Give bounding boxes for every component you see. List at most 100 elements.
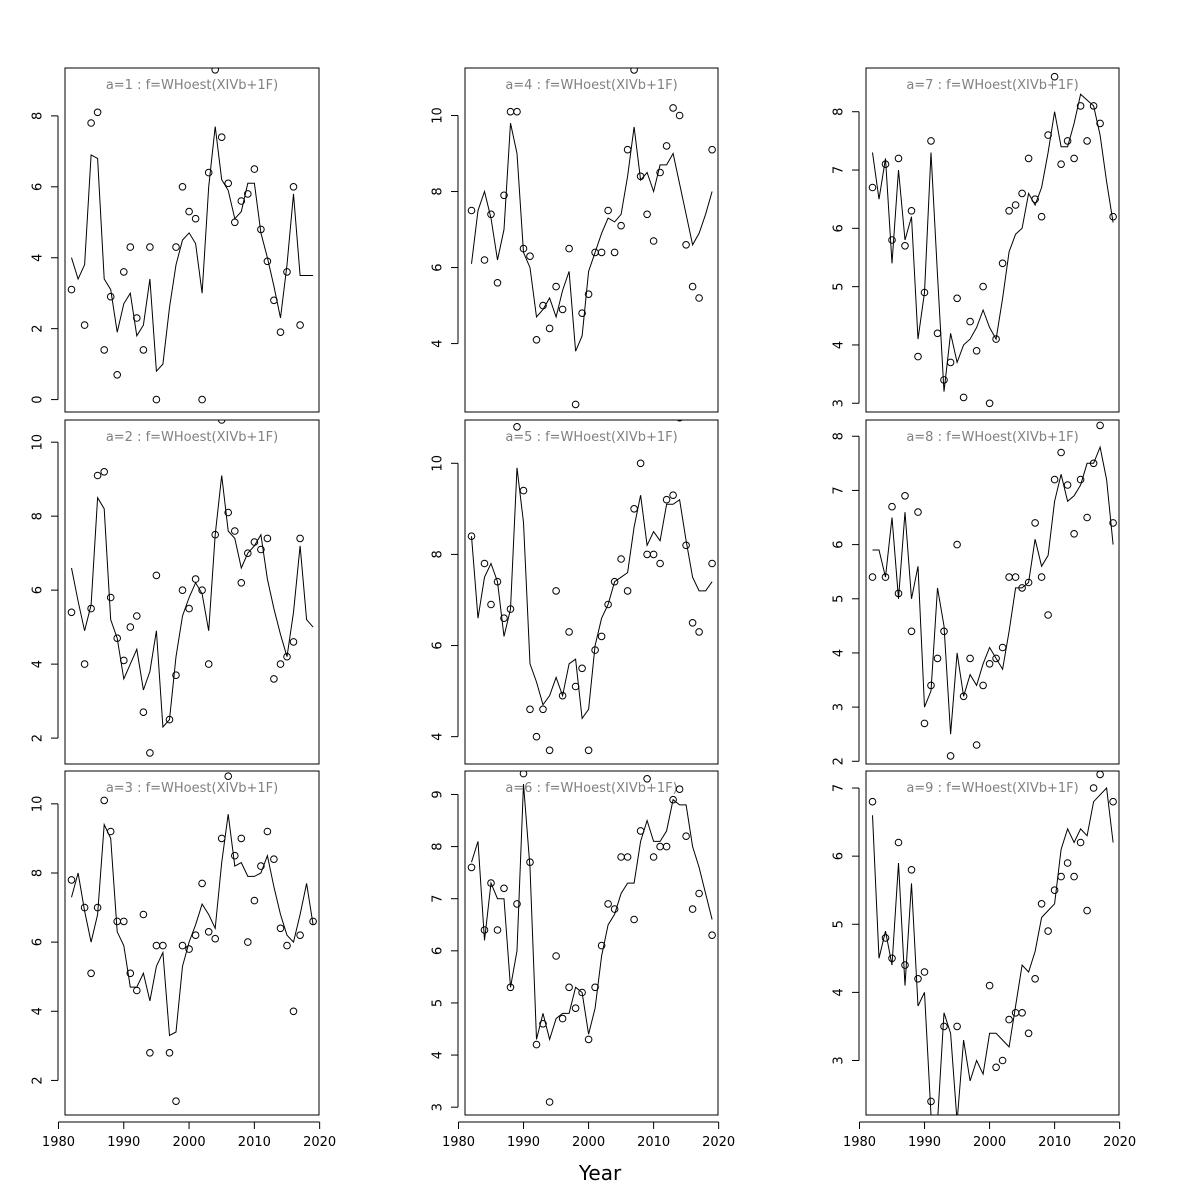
observed-point (617, 221, 625, 230)
observed-point (1037, 212, 1046, 221)
observed-point (139, 910, 148, 919)
y-tick-label: 4 (431, 1051, 446, 1059)
observed-point (920, 288, 929, 297)
y-tick-label: 4 (31, 660, 46, 668)
observed-point (901, 242, 909, 250)
observed-point (487, 600, 495, 609)
observed-point (224, 179, 232, 188)
observed-point (992, 1063, 1000, 1072)
observed-point (933, 329, 942, 338)
observed-point (198, 586, 206, 595)
y-tick-label: 4 (31, 254, 46, 262)
plot-frame (865, 419, 1120, 765)
panel-title: a=3 : f=WHoest(XIVb+1F) (106, 781, 278, 796)
panel-title: a=9 : f=WHoest(XIVb+1F) (906, 781, 1078, 796)
observed-point (591, 983, 599, 992)
observed-point (985, 660, 994, 668)
panel-title: a=5 : f=WHoest(XIVb+1F) (505, 430, 677, 445)
observed-point (1070, 154, 1078, 163)
observed-point (276, 660, 285, 668)
observed-point (296, 931, 304, 940)
observed-point (67, 285, 76, 294)
observed-point (682, 241, 690, 249)
observed-point (106, 292, 115, 301)
observed-point (519, 244, 528, 253)
observed-point (296, 534, 304, 543)
observed-point (901, 961, 909, 969)
fitted-line (71, 126, 314, 373)
x-axis-label: Year (578, 1161, 622, 1185)
observed-point (87, 604, 95, 613)
observed-point (708, 931, 716, 940)
plot-frame (64, 419, 320, 765)
observed-point (1050, 475, 1059, 484)
observed-point (901, 492, 909, 500)
observed-point (1070, 872, 1078, 881)
observed-point (257, 225, 265, 234)
observed-point (578, 309, 586, 318)
observed-point (289, 1007, 298, 1016)
panel-9: a=9 : f=WHoest(XIVb+1F) 3 4 5 6 7 1980 1990 2000… (832, 770, 1136, 1150)
observed-point (185, 945, 193, 953)
observed-point (972, 347, 981, 355)
observed-point (1031, 195, 1039, 203)
observed-point (636, 459, 645, 468)
observed-point (80, 321, 89, 329)
observed-point (979, 282, 987, 291)
x-tick-label: 2000 (173, 1135, 206, 1150)
observed-point (1096, 771, 1104, 779)
y-tick-label: 10 (431, 107, 446, 124)
observed-point (953, 540, 961, 549)
observed-point (920, 968, 929, 976)
observed-point (244, 549, 252, 558)
observed-point (675, 111, 684, 120)
y-tick-label: 10 (31, 434, 46, 451)
observed-point (669, 795, 677, 804)
y-tick-label: 4 (431, 733, 446, 741)
observed-point (662, 142, 671, 150)
observed-point (211, 934, 219, 943)
observed-point (231, 851, 239, 860)
observed-point (676, 420, 683, 422)
observed-point (940, 1022, 948, 1031)
observed-point (139, 346, 148, 354)
observed-point (211, 68, 219, 74)
observed-point (933, 654, 942, 663)
y-tick-label: 4 (431, 339, 446, 347)
plot-frame (64, 770, 320, 1116)
observed-point (198, 395, 206, 404)
observed-point (649, 237, 658, 245)
plot-frame (464, 419, 719, 765)
observed-point (649, 550, 658, 559)
y-tick-label: 5 (832, 920, 847, 928)
observed-point (270, 855, 278, 864)
observed-point (623, 853, 632, 861)
observed-point (231, 527, 239, 535)
observed-point (165, 715, 174, 724)
observed-point (953, 294, 961, 303)
observed-point (907, 866, 916, 874)
x-tick-label: 1980 (843, 1135, 876, 1150)
observed-point (953, 1022, 961, 1031)
observed-point (493, 926, 502, 934)
y-tick-label: 0 (31, 395, 46, 403)
observed-point (630, 505, 638, 513)
plot-frame (464, 67, 719, 413)
observed-point (584, 1035, 593, 1044)
y-tick-label: 6 (832, 852, 847, 860)
observed-point (224, 508, 232, 517)
y-tick-label: 4 (832, 988, 847, 996)
observed-point (80, 660, 89, 668)
x-tick-label: 2020 (702, 1135, 735, 1150)
observed-point (940, 627, 948, 636)
panel-5: a=5 : f=WHoest(XIVb+1F) 4 6 8 10 (431, 419, 719, 765)
observed-point (1089, 459, 1098, 468)
data-layer (467, 771, 716, 1106)
observed-point (185, 604, 193, 613)
observed-point (708, 559, 716, 568)
observed-point (67, 608, 76, 617)
observed-point (126, 623, 135, 631)
observed-point (966, 654, 974, 663)
observed-point (558, 691, 567, 700)
observed-point (480, 256, 489, 264)
